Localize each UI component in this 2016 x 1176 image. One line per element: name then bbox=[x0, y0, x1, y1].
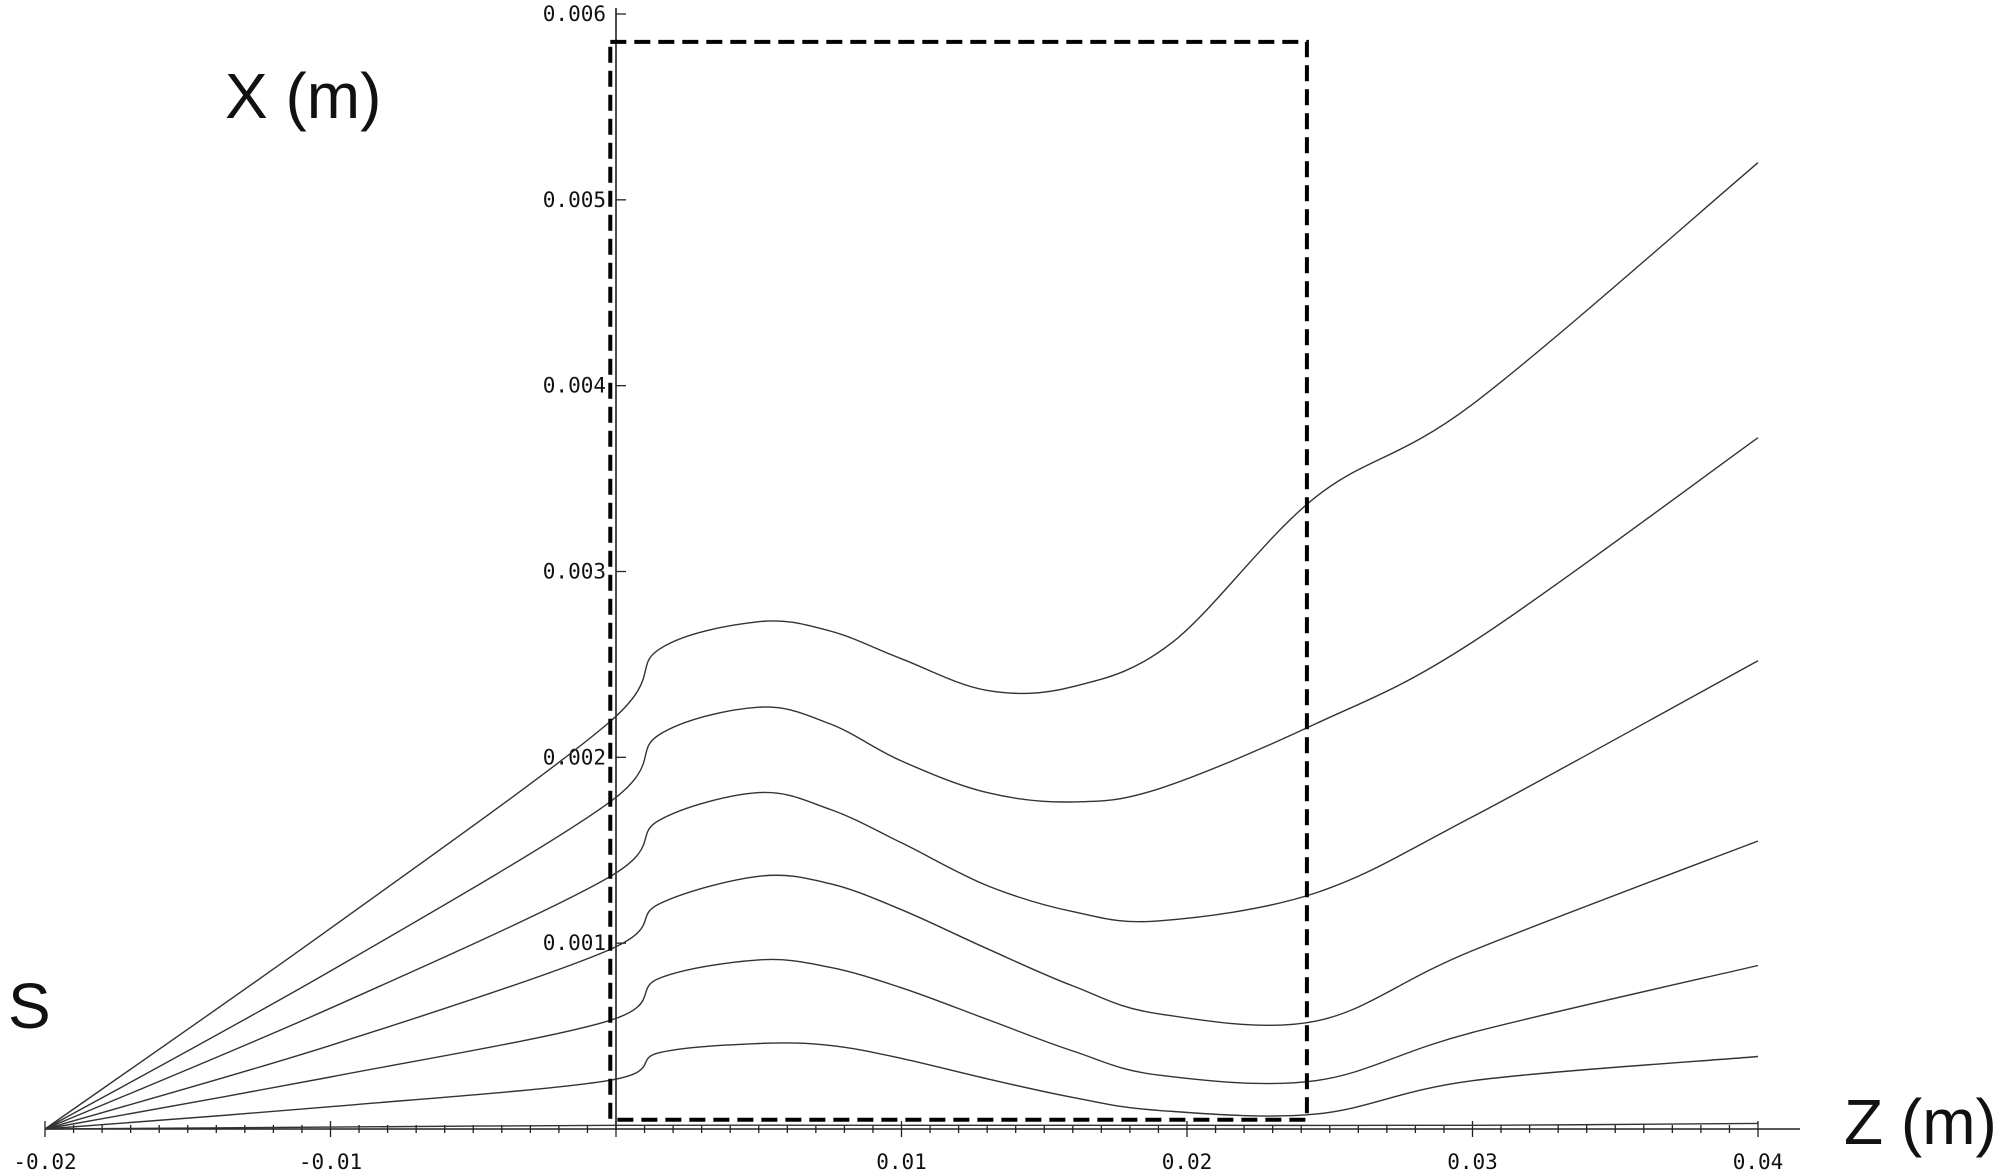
x-axis-ticks: -0.02 -0.01 0.01 0.02 0.03 0.04 bbox=[13, 1150, 1783, 1174]
x-tick-label: 0.03 bbox=[1447, 1150, 1498, 1174]
y-tick-label: 0.001 bbox=[543, 931, 606, 955]
source-label: S bbox=[8, 970, 51, 1042]
trajectory-line-4 bbox=[45, 841, 1758, 1129]
region-box bbox=[610, 42, 1307, 1120]
x-tick-label: -0.02 bbox=[13, 1150, 76, 1174]
trajectory-series bbox=[45, 163, 1758, 1129]
y-tick-label: 0.002 bbox=[543, 745, 606, 769]
trajectory-line-1 bbox=[45, 163, 1758, 1129]
x-minor-ticks bbox=[45, 1121, 1758, 1137]
y-tick-label: 0.004 bbox=[543, 374, 606, 398]
x-tick-label: 0.04 bbox=[1733, 1150, 1784, 1174]
x-axis-label: Z (m) bbox=[1844, 1086, 1997, 1158]
axes bbox=[45, 8, 1800, 1129]
y-tick-label: 0.005 bbox=[543, 188, 606, 212]
x-tick-label: 0.01 bbox=[876, 1150, 927, 1174]
trajectory-line-5 bbox=[45, 959, 1758, 1129]
y-tick-label: 0.006 bbox=[543, 2, 606, 26]
x-tick-label: 0.02 bbox=[1162, 1150, 1213, 1174]
y-tick-label: 0.003 bbox=[543, 560, 606, 584]
y-axis-ticks: 0.001 0.002 0.003 0.004 0.005 0.006 bbox=[543, 2, 626, 955]
trajectory-line-6 bbox=[45, 1043, 1758, 1129]
y-axis-label: X (m) bbox=[225, 60, 381, 132]
x-tick-label: -0.01 bbox=[299, 1150, 362, 1174]
